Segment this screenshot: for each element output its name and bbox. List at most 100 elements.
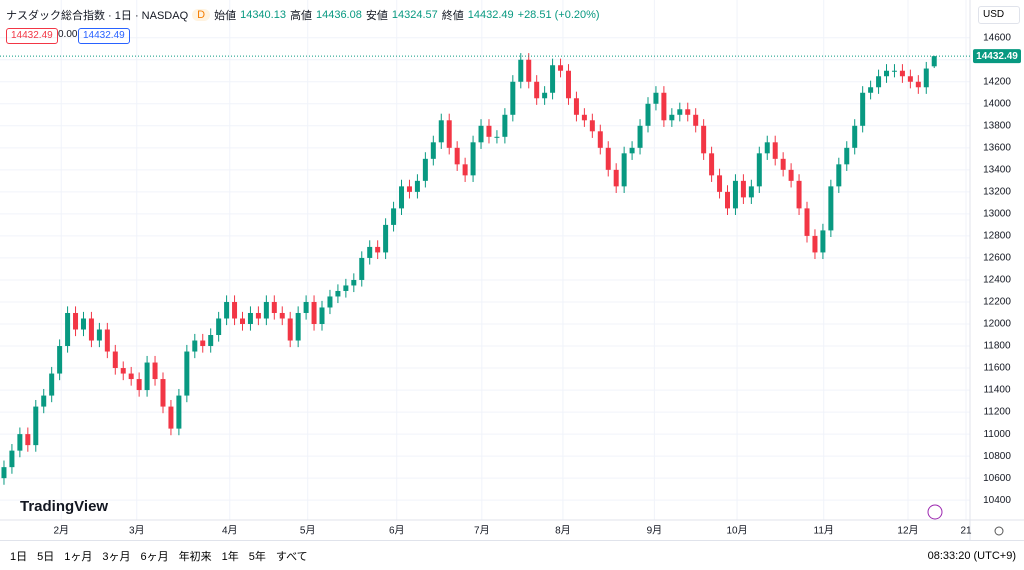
candle-body [653, 92, 659, 104]
candle-body [772, 142, 778, 159]
candle-body [494, 136, 500, 138]
candle-body [104, 329, 110, 352]
candle-body [621, 153, 627, 187]
candle-body [470, 142, 476, 176]
range-button[interactable]: すべて [275, 550, 308, 563]
candle-body [685, 109, 691, 115]
symbol[interactable]: ナスダック総合指数 · 1日 · NASDAQ [6, 10, 189, 22]
candle-body [279, 312, 285, 319]
candle-body [725, 191, 730, 209]
candle-body [923, 68, 929, 88]
header: ナスダック総合指数 · 1日 · NASDAQ D 始値 14340.13 高値 1… [6, 6, 600, 24]
candle-body [208, 335, 214, 347]
ohlc-value: 14340.13 [240, 9, 286, 21]
candle-body [112, 351, 118, 369]
candle-body [49, 373, 55, 396]
candle-body [891, 70, 897, 72]
y-tick-label: 13200 [983, 187, 1011, 198]
range-button[interactable]: 6ヶ月 [140, 550, 169, 563]
candle-body [709, 153, 715, 176]
spread: 0.00 [58, 29, 78, 40]
candle-body [661, 92, 667, 121]
candle-body [247, 312, 253, 324]
candle-body [96, 329, 102, 341]
candle-body [17, 434, 23, 451]
candle-body [510, 81, 516, 115]
last-price-tag [973, 49, 1021, 64]
candle-body [446, 120, 452, 148]
candle-body [756, 153, 762, 187]
candle-body [605, 147, 611, 170]
candle-body [255, 312, 261, 319]
candle-body [41, 395, 47, 407]
candle-body [796, 180, 802, 209]
y-tick-label: 12600 [983, 253, 1011, 264]
settings-icon[interactable] [994, 526, 1004, 536]
candle-body [748, 186, 754, 198]
range-button[interactable]: 5日 [37, 550, 55, 563]
candle-body [319, 307, 325, 324]
candle-body [335, 290, 341, 297]
candle-body [216, 318, 222, 336]
candle-body [73, 312, 79, 330]
candle-body [120, 368, 126, 374]
candle-body [788, 169, 794, 181]
candle-body [232, 301, 238, 319]
x-tick-label: 7月 [474, 525, 490, 537]
candle-body [454, 147, 460, 165]
range-button[interactable]: 5年 [248, 550, 266, 563]
candle-body [884, 70, 890, 77]
sell-box[interactable]: 14432.49 [6, 28, 58, 44]
candle-body [311, 301, 317, 324]
x-tick-label: 4月 [222, 525, 238, 537]
x-tick-label: 8月 [555, 525, 571, 537]
candle-body [359, 257, 365, 280]
range-button[interactable]: 1ヶ月 [64, 550, 93, 563]
range-button[interactable]: 年初来 [178, 550, 212, 563]
event-icon[interactable] [927, 504, 943, 520]
x-tick-label: 5月 [300, 525, 316, 537]
x-tick-label: 9月 [647, 525, 663, 537]
y-tick-label: 14000 [983, 98, 1011, 109]
y-tick-label: 13000 [983, 209, 1011, 220]
candle-body [844, 147, 850, 165]
x-tick-label: 6月 [389, 525, 405, 537]
candle-body [303, 301, 309, 313]
x-tick-label: 3月 [129, 525, 145, 537]
y-tick-label: 13400 [983, 164, 1011, 175]
y-tick-label: 10600 [983, 473, 1011, 484]
x-tick-label: 2月 [53, 525, 69, 537]
y-tick-label: 12400 [983, 275, 1011, 286]
candle-body [899, 70, 905, 77]
candle-body [931, 56, 937, 67]
buy-box[interactable]: 14432.49 [78, 28, 130, 44]
candle-body [33, 406, 39, 446]
candle-body [391, 208, 397, 225]
candle-body [907, 76, 913, 82]
candle-body [780, 158, 786, 170]
candle-body [669, 114, 675, 121]
x-tick-label: 10月 [726, 525, 747, 537]
candle-body [343, 285, 349, 291]
x-tick-label: 11月 [814, 525, 834, 537]
range-button[interactable]: 1日 [10, 550, 28, 563]
range-button[interactable]: 1年 [221, 550, 239, 563]
candle-body [224, 301, 230, 319]
y-tick-label: 11400 [983, 385, 1011, 396]
currency[interactable]: USD [978, 6, 1020, 24]
candle-body [152, 362, 158, 380]
badge: D [192, 9, 211, 21]
candle-body [128, 373, 134, 380]
range-button[interactable]: 3ヶ月 [102, 550, 131, 563]
candle-body [581, 114, 587, 121]
candle-body [438, 120, 444, 143]
ohlc-value: 14324.57 [391, 9, 438, 21]
candle-body [462, 164, 468, 176]
y-tick-label: 14200 [983, 76, 1011, 87]
candle-body [502, 114, 508, 137]
candle-body [406, 186, 412, 192]
candle-body [367, 246, 373, 258]
candle-body [828, 186, 834, 231]
clock: 08:33:20 (UTC+9) [927, 549, 1016, 562]
